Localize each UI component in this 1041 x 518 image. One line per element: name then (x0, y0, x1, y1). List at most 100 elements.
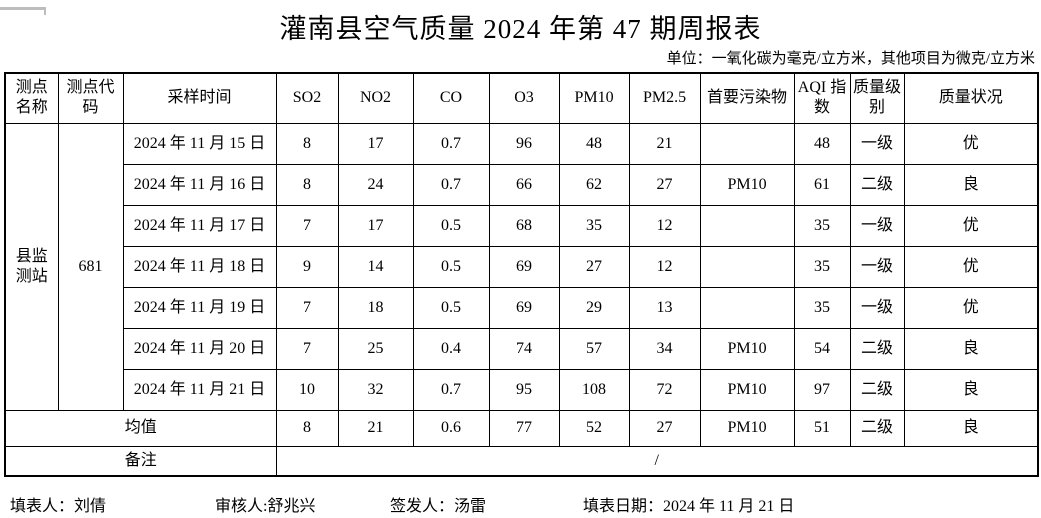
pm25-cell: 12 (628, 245, 701, 288)
date-cell: 2024 年 11 月 18 日 (122, 245, 277, 288)
so2-cell: 9 (275, 245, 339, 288)
co-cell: 0.4 (412, 327, 490, 370)
quality-status-cell: 良 (903, 327, 1039, 370)
reviewer-label: 审核人:舒兆兴 (215, 498, 316, 515)
quality-level-cell: 二级 (849, 327, 905, 370)
remark-row: 备注 / (4, 445, 1039, 477)
remark-label-cell: 备注 (4, 445, 277, 477)
col-header-o3: O3 (488, 72, 560, 124)
quality-status-cell: 良 (903, 163, 1039, 206)
aqi-cell: 48 (793, 122, 851, 165)
quality-status-cell: 优 (903, 204, 1039, 247)
pm25-cell: 21 (628, 122, 701, 165)
primary-pollutant-cell: PM10 (699, 409, 795, 447)
o3-cell: 77 (488, 409, 560, 447)
quality-level-cell: 二级 (849, 409, 905, 447)
pm10-cell: 57 (558, 327, 630, 370)
pm10-cell: 108 (558, 368, 630, 411)
date-cell: 2024 年 11 月 17 日 (122, 204, 277, 247)
table-row: 2024 年 11 月 17 日 7 17 0.5 68 35 12 35 一级… (5, 204, 1039, 247)
pm25-cell: 72 (628, 368, 701, 411)
pm25-cell: 27 (628, 409, 701, 447)
no2-cell: 17 (337, 204, 414, 247)
so2-cell: 7 (275, 286, 339, 329)
co-cell: 0.5 (412, 245, 490, 288)
o3-cell: 96 (488, 122, 560, 165)
quality-level-cell: 一级 (849, 245, 905, 288)
date-cell: 2024 年 11 月 15 日 (122, 122, 277, 165)
pm10-cell: 35 (558, 204, 630, 247)
col-header-station-name: 测点名称 (4, 72, 59, 124)
col-header-primary-pollutant: 首要污染物 (699, 72, 795, 124)
no2-cell: 32 (337, 368, 414, 411)
primary-pollutant-cell (699, 286, 795, 329)
o3-cell: 74 (488, 327, 560, 370)
primary-pollutant-cell (699, 122, 795, 165)
primary-pollutant-cell: PM10 (699, 368, 795, 411)
o3-cell: 69 (488, 245, 560, 288)
date-cell: 2024 年 11 月 20 日 (122, 327, 277, 370)
no2-cell: 18 (337, 286, 414, 329)
pm10-cell: 29 (558, 286, 630, 329)
col-header-pm25: PM2.5 (628, 72, 701, 124)
no2-cell: 14 (337, 245, 414, 288)
no2-cell: 25 (337, 327, 414, 370)
pm10-cell: 27 (558, 245, 630, 288)
table-row: 县监测站 681 2024 年 11 月 15 日 8 17 0.7 96 48… (4, 122, 1039, 411)
average-label-cell: 均值 (4, 409, 277, 447)
corner-border-tick (44, 7, 46, 15)
table-row: 2024 年 11 月 19 日 7 18 0.5 69 29 13 35 一级… (5, 286, 1039, 329)
aqi-cell: 35 (793, 204, 851, 247)
date-cell: 2024 年 11 月 21 日 (122, 368, 277, 411)
so2-cell: 7 (275, 204, 339, 247)
pm25-cell: 34 (628, 327, 701, 370)
primary-pollutant-cell (699, 245, 795, 288)
pm25-cell: 12 (628, 204, 701, 247)
report-title: 灌南县空气质量 2024 年第 47 期周报表 (279, 14, 762, 44)
quality-level-cell: 一级 (849, 286, 905, 329)
col-header-quality-status: 质量状况 (903, 72, 1039, 124)
quality-status-cell: 良 (903, 368, 1039, 411)
col-header-so2: SO2 (275, 72, 339, 124)
col-header-station-code: 测点代码 (57, 72, 124, 124)
col-header-quality-level: 质量级别 (849, 72, 905, 124)
date-cell: 2024 年 11 月 16 日 (122, 163, 277, 206)
table-header-row: 测点名称 测点代码 采样时间 SO2 NO2 CO O3 PM10 PM2.5 … (4, 72, 1039, 124)
o3-cell: 95 (488, 368, 560, 411)
corner-border-artifact (0, 7, 45, 10)
fill-date-label: 填表日期：2024 年 11 月 21 日 (583, 498, 795, 515)
primary-pollutant-cell: PM10 (699, 327, 795, 370)
issuer-label: 签发人：汤雷 (390, 498, 487, 515)
aqi-cell: 35 (793, 245, 851, 288)
aqi-cell: 35 (793, 286, 851, 329)
col-header-co: CO (412, 72, 490, 124)
table-row: 2024 年 11 月 21 日 10 32 0.7 95 108 72 PM1… (5, 368, 1039, 411)
no2-cell: 21 (337, 409, 414, 447)
quality-status-cell: 优 (903, 286, 1039, 329)
quality-status-cell: 良 (903, 409, 1039, 447)
no2-cell: 17 (337, 122, 414, 165)
co-cell: 0.7 (412, 368, 490, 411)
aqi-cell: 61 (793, 163, 851, 206)
station-name-cell: 县监测站 (4, 122, 59, 411)
station-code-cell: 681 (57, 122, 124, 411)
so2-cell: 8 (275, 122, 339, 165)
quality-status-cell: 优 (903, 122, 1039, 165)
table-row: 2024 年 11 月 18 日 9 14 0.5 69 27 12 35 一级… (5, 245, 1039, 288)
remark-value-cell: / (275, 445, 1039, 477)
o3-cell: 69 (488, 286, 560, 329)
co-cell: 0.7 (412, 163, 490, 206)
so2-cell: 7 (275, 327, 339, 370)
quality-level-cell: 二级 (849, 368, 905, 411)
so2-cell: 10 (275, 368, 339, 411)
co-cell: 0.7 (412, 122, 490, 165)
date-cell: 2024 年 11 月 19 日 (122, 286, 277, 329)
pm25-cell: 27 (628, 163, 701, 206)
air-quality-table: 测点名称 测点代码 采样时间 SO2 NO2 CO O3 PM10 PM2.5 … (4, 72, 1039, 477)
pm10-cell: 48 (558, 122, 630, 165)
o3-cell: 68 (488, 204, 560, 247)
primary-pollutant-cell: PM10 (699, 163, 795, 206)
co-cell: 0.6 (412, 409, 490, 447)
aqi-cell: 51 (793, 409, 851, 447)
preparer-label: 填表人：刘倩 (10, 498, 107, 515)
